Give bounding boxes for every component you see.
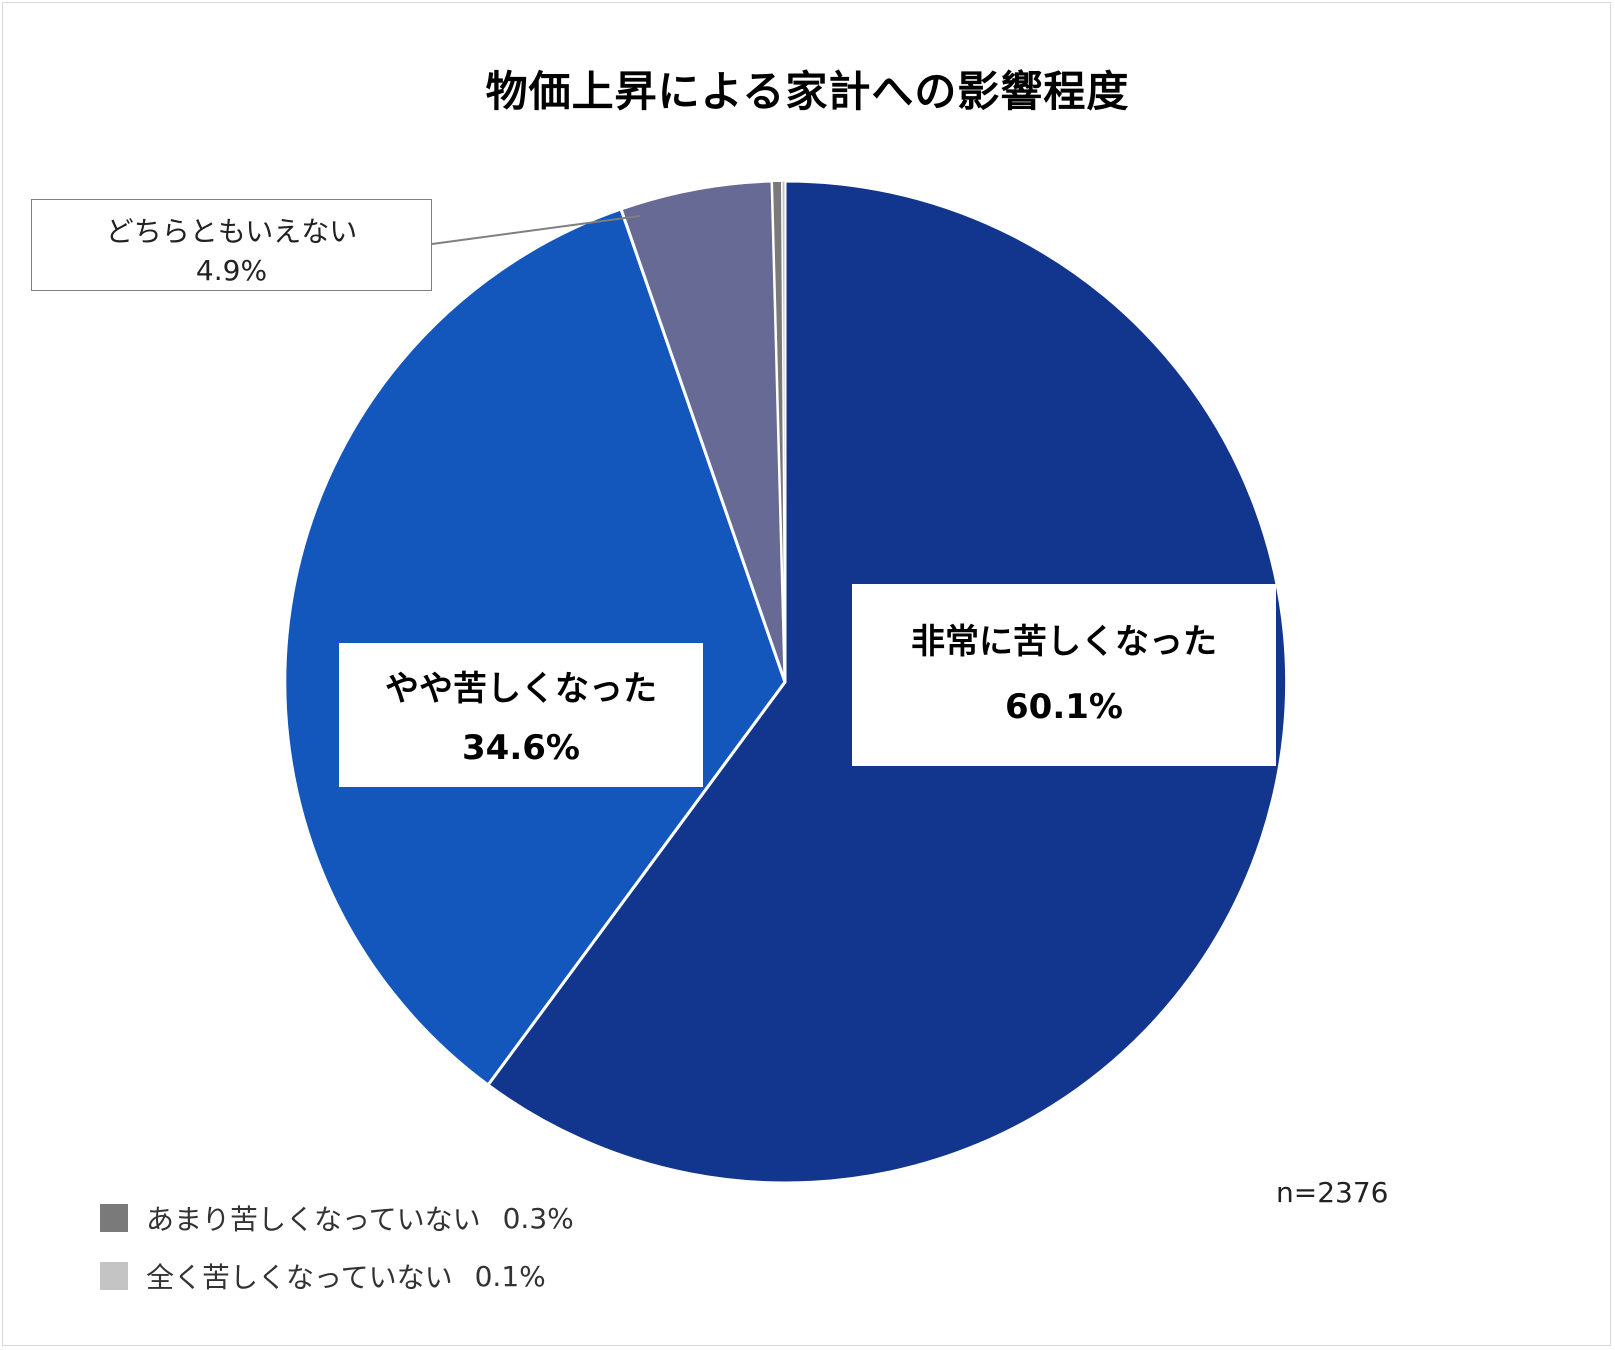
chart-title: 物価上昇による家計への影響程度 <box>485 67 1130 116</box>
label-very-hard-percent: 60.1% <box>1005 687 1123 727</box>
legend-swatch-dark-gray <box>100 1204 128 1232</box>
label-neutral-percent: 4.9% <box>195 254 268 287</box>
label-very-hard: 非常に苦しくなった 60.1% <box>852 584 1276 766</box>
legend-value: 0.1% <box>474 1259 546 1293</box>
slice-not-at-all-hard <box>781 180 786 683</box>
label-neutral-category: どちらともいえない <box>105 215 358 248</box>
label-somewhat-hard-category: やや苦しくなった <box>385 669 657 709</box>
label-neutral-callout: どちらともいえない 4.9% <box>31 199 432 291</box>
legend-label: あまり苦しくなっていない <box>146 1203 481 1236</box>
legend-item-not-at-all-hard: 全く苦しくなっていない 0.1% <box>100 1256 546 1296</box>
label-somewhat-hard-percent: 34.6% <box>462 728 580 768</box>
slice-neutral <box>619 179 787 683</box>
legend-value: 0.3% <box>502 1201 574 1235</box>
legend-item-not-very-hard: あまり苦しくなっていない 0.3% <box>100 1198 574 1238</box>
legend-label: 全く苦しくなっていない <box>146 1261 453 1294</box>
label-somewhat-hard: やや苦しくなった 34.6% <box>339 643 703 787</box>
label-very-hard-category: 非常に苦しくなった <box>911 622 1217 662</box>
sample-size-label: n=2376 <box>1276 1176 1389 1209</box>
callout-leader-line <box>431 215 641 245</box>
legend-swatch-light-gray <box>100 1262 128 1290</box>
